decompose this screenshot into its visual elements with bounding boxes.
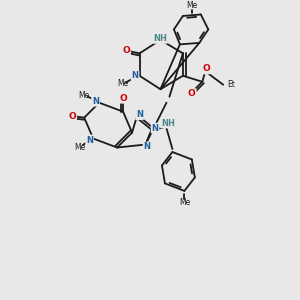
Text: N: N bbox=[136, 110, 143, 119]
Text: Me: Me bbox=[79, 91, 90, 100]
Text: O: O bbox=[68, 112, 76, 121]
Text: O: O bbox=[122, 46, 130, 55]
Text: Me: Me bbox=[118, 79, 129, 88]
Text: N: N bbox=[143, 142, 151, 152]
Text: Me: Me bbox=[179, 198, 190, 207]
Text: Et: Et bbox=[227, 80, 235, 89]
Text: N: N bbox=[86, 136, 93, 145]
Text: N: N bbox=[132, 71, 139, 80]
Text: N: N bbox=[92, 97, 99, 106]
Text: Me: Me bbox=[186, 1, 197, 10]
Text: Me: Me bbox=[74, 143, 85, 152]
Text: NH: NH bbox=[161, 118, 175, 127]
Text: O: O bbox=[188, 89, 196, 98]
Text: O: O bbox=[119, 94, 127, 103]
Text: N: N bbox=[152, 124, 159, 133]
Text: O: O bbox=[202, 64, 210, 74]
Text: NH: NH bbox=[153, 34, 167, 43]
